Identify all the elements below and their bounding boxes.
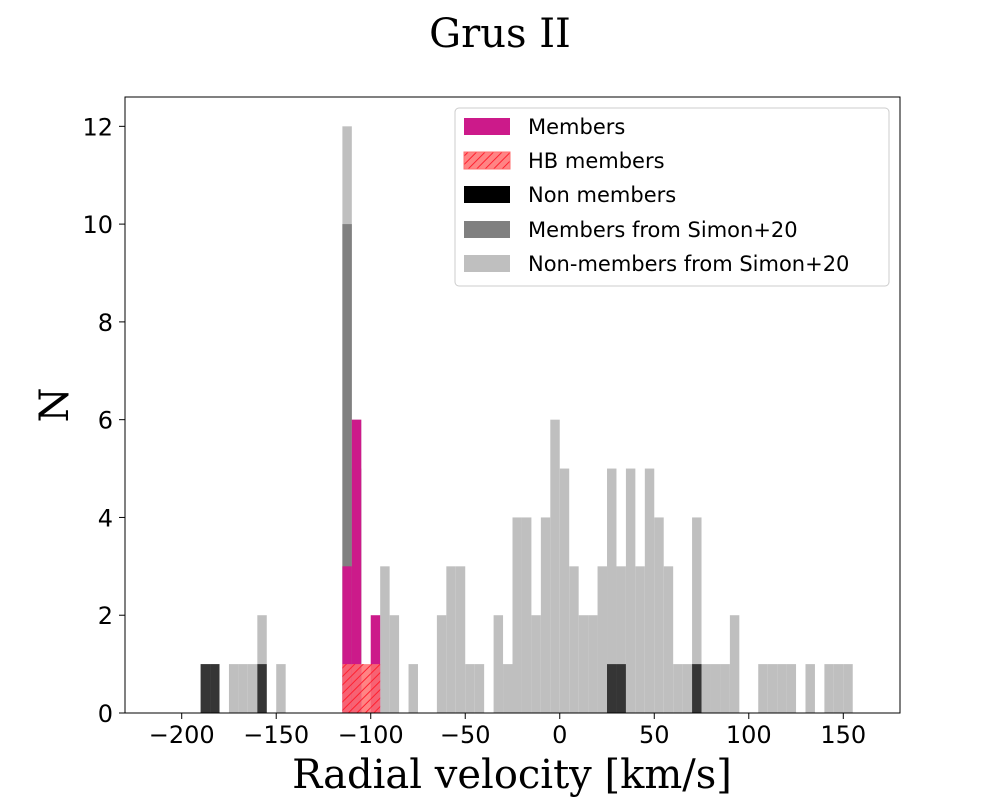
bar-non-members-from-simon-20-8 bbox=[238, 664, 248, 713]
bar-non-members-from-simon-20-37 bbox=[512, 517, 522, 713]
y-tick-label: 8 bbox=[98, 309, 113, 337]
legend-swatch-members bbox=[464, 118, 510, 135]
bar-non-members-from-simon-20-63 bbox=[758, 664, 768, 713]
bar-non-members-from-simon-20-71 bbox=[833, 664, 844, 713]
bar-non-members-1 bbox=[210, 664, 220, 713]
x-tick-label: −200 bbox=[149, 721, 215, 749]
bar-non-members-from-simon-20-40 bbox=[540, 517, 551, 713]
bar-non-members-4 bbox=[616, 664, 626, 713]
legend-swatch-hb-members bbox=[463, 151, 511, 170]
bar-non-members-from-simon-20-51 bbox=[644, 468, 655, 713]
y-tick-label: 2 bbox=[98, 602, 113, 630]
bar-non-members-from-simon-20-46 bbox=[597, 566, 608, 713]
bar-non-members-from-simon-20-56 bbox=[692, 517, 702, 713]
bar-non-members-from-simon-20-52 bbox=[654, 517, 664, 713]
x-tick-label: −100 bbox=[338, 721, 404, 749]
bar-non-members-5 bbox=[692, 664, 702, 713]
legend-label-simon-non-members: Non-members from Simon+20 bbox=[528, 252, 849, 276]
bar-non-members-from-simon-20-35 bbox=[493, 615, 504, 713]
legend-box bbox=[454, 107, 890, 287]
y-axis-label: N bbox=[32, 388, 78, 423]
bar-non-members-from-simon-20-32 bbox=[465, 664, 475, 713]
bar-non-members-from-simon-20-30 bbox=[446, 566, 456, 713]
bar-non-members-from-simon-20-48 bbox=[616, 566, 626, 713]
x-axis-label: Radial velocity [km/s] bbox=[292, 752, 732, 798]
bar-non-members-0 bbox=[200, 664, 211, 713]
bar-non-members-from-simon-20-12 bbox=[276, 664, 286, 713]
bar-non-members-from-simon-20-36 bbox=[503, 664, 513, 713]
bar-non-members-from-simon-20-55 bbox=[682, 664, 693, 713]
bar-hb-members-1 bbox=[351, 664, 362, 713]
x-tick-label: −150 bbox=[243, 721, 309, 749]
bar-hb-members-2 bbox=[361, 664, 371, 713]
bar-non-members-from-simon-20-31 bbox=[455, 566, 466, 713]
legend-label-simon-members: Members from Simon+20 bbox=[528, 218, 798, 242]
legend: Members HB members Non members Members f… bbox=[454, 107, 890, 287]
bar-non-members-from-simon-20-59 bbox=[720, 664, 730, 713]
bar-non-members-from-simon-20-39 bbox=[531, 615, 541, 713]
chart-title: Grus II bbox=[429, 11, 571, 57]
x-tick-label: 100 bbox=[726, 721, 772, 749]
bar-non-members-from-simon-20-66 bbox=[786, 664, 797, 713]
bar-non-members-from-simon-20-24 bbox=[389, 615, 400, 713]
bar-members-from-simon-20-0 bbox=[342, 224, 352, 714]
legend-swatch-simon-members bbox=[464, 221, 510, 238]
bar-non-members-from-simon-20-58 bbox=[710, 664, 721, 713]
ticks-layer: −200 −150 −100 −50 0 50 100 150 0 2 4 6 8 10 12 bbox=[82, 113, 866, 749]
bar-non-members-2 bbox=[257, 664, 267, 713]
bar-non-members-from-simon-20-29 bbox=[436, 615, 447, 713]
bar-non-members-from-simon-20-70 bbox=[824, 664, 834, 713]
legend-swatch-non-members bbox=[464, 186, 510, 203]
x-tick-label: 0 bbox=[552, 721, 567, 749]
bar-members-0 bbox=[342, 566, 352, 713]
x-tick-label: −50 bbox=[440, 721, 491, 749]
bar-non-members-from-simon-20-50 bbox=[635, 566, 645, 713]
legend-label-hb-members: HB members bbox=[528, 149, 665, 173]
bar-non-members-from-simon-20-49 bbox=[625, 468, 636, 713]
bar-non-members-from-simon-20-60 bbox=[729, 615, 740, 713]
bar-non-members-from-simon-20-72 bbox=[843, 664, 853, 713]
bar-non-members-from-simon-20-68 bbox=[805, 664, 815, 713]
bar-non-members-from-simon-20-33 bbox=[474, 664, 485, 713]
bars-layer bbox=[200, 126, 853, 714]
bar-members-1 bbox=[351, 419, 362, 713]
bar-non-members-from-simon-20-65 bbox=[777, 664, 787, 713]
bar-non-members-from-simon-20-26 bbox=[408, 664, 418, 713]
plot-frame bbox=[124, 96, 901, 714]
bar-non-members-from-simon-20-42 bbox=[559, 468, 570, 713]
y-tick-label: 10 bbox=[82, 211, 113, 239]
bar-non-members-from-simon-20-9 bbox=[247, 664, 258, 713]
legend-label-members: Members bbox=[528, 115, 625, 139]
bar-non-members-from-simon-20-53 bbox=[663, 566, 674, 713]
bar-non-members-from-simon-20-44 bbox=[578, 615, 589, 713]
bar-non-members-from-simon-20-47 bbox=[607, 468, 617, 713]
bar-non-members-from-simon-20-38 bbox=[521, 517, 532, 713]
y-tick-label: 12 bbox=[82, 113, 113, 141]
bar-hb-members-0 bbox=[342, 664, 352, 713]
bar-non-members-from-simon-20-41 bbox=[550, 419, 560, 713]
legend-label-non-members: Non members bbox=[528, 183, 676, 207]
bar-non-members-from-simon-20-45 bbox=[588, 615, 598, 713]
y-tick-label: 0 bbox=[98, 700, 113, 728]
y-tick-label: 4 bbox=[98, 504, 113, 532]
bar-non-members-from-simon-20-43 bbox=[569, 566, 579, 713]
bar-non-members-from-simon-20-7 bbox=[228, 664, 239, 713]
bar-hb-members-3 bbox=[370, 664, 381, 713]
x-tick-label: 150 bbox=[820, 721, 866, 749]
bar-non-members-from-simon-20-57 bbox=[701, 664, 711, 713]
bar-non-members-from-simon-20-54 bbox=[673, 664, 683, 713]
y-tick-label: 6 bbox=[98, 407, 113, 435]
bar-non-members-3 bbox=[607, 664, 617, 713]
bar-non-members-from-simon-20-23 bbox=[380, 566, 390, 713]
legend-swatch-simon-non-members bbox=[464, 255, 510, 272]
bar-non-members-from-simon-20-64 bbox=[767, 664, 778, 713]
x-tick-label: 50 bbox=[639, 721, 670, 749]
